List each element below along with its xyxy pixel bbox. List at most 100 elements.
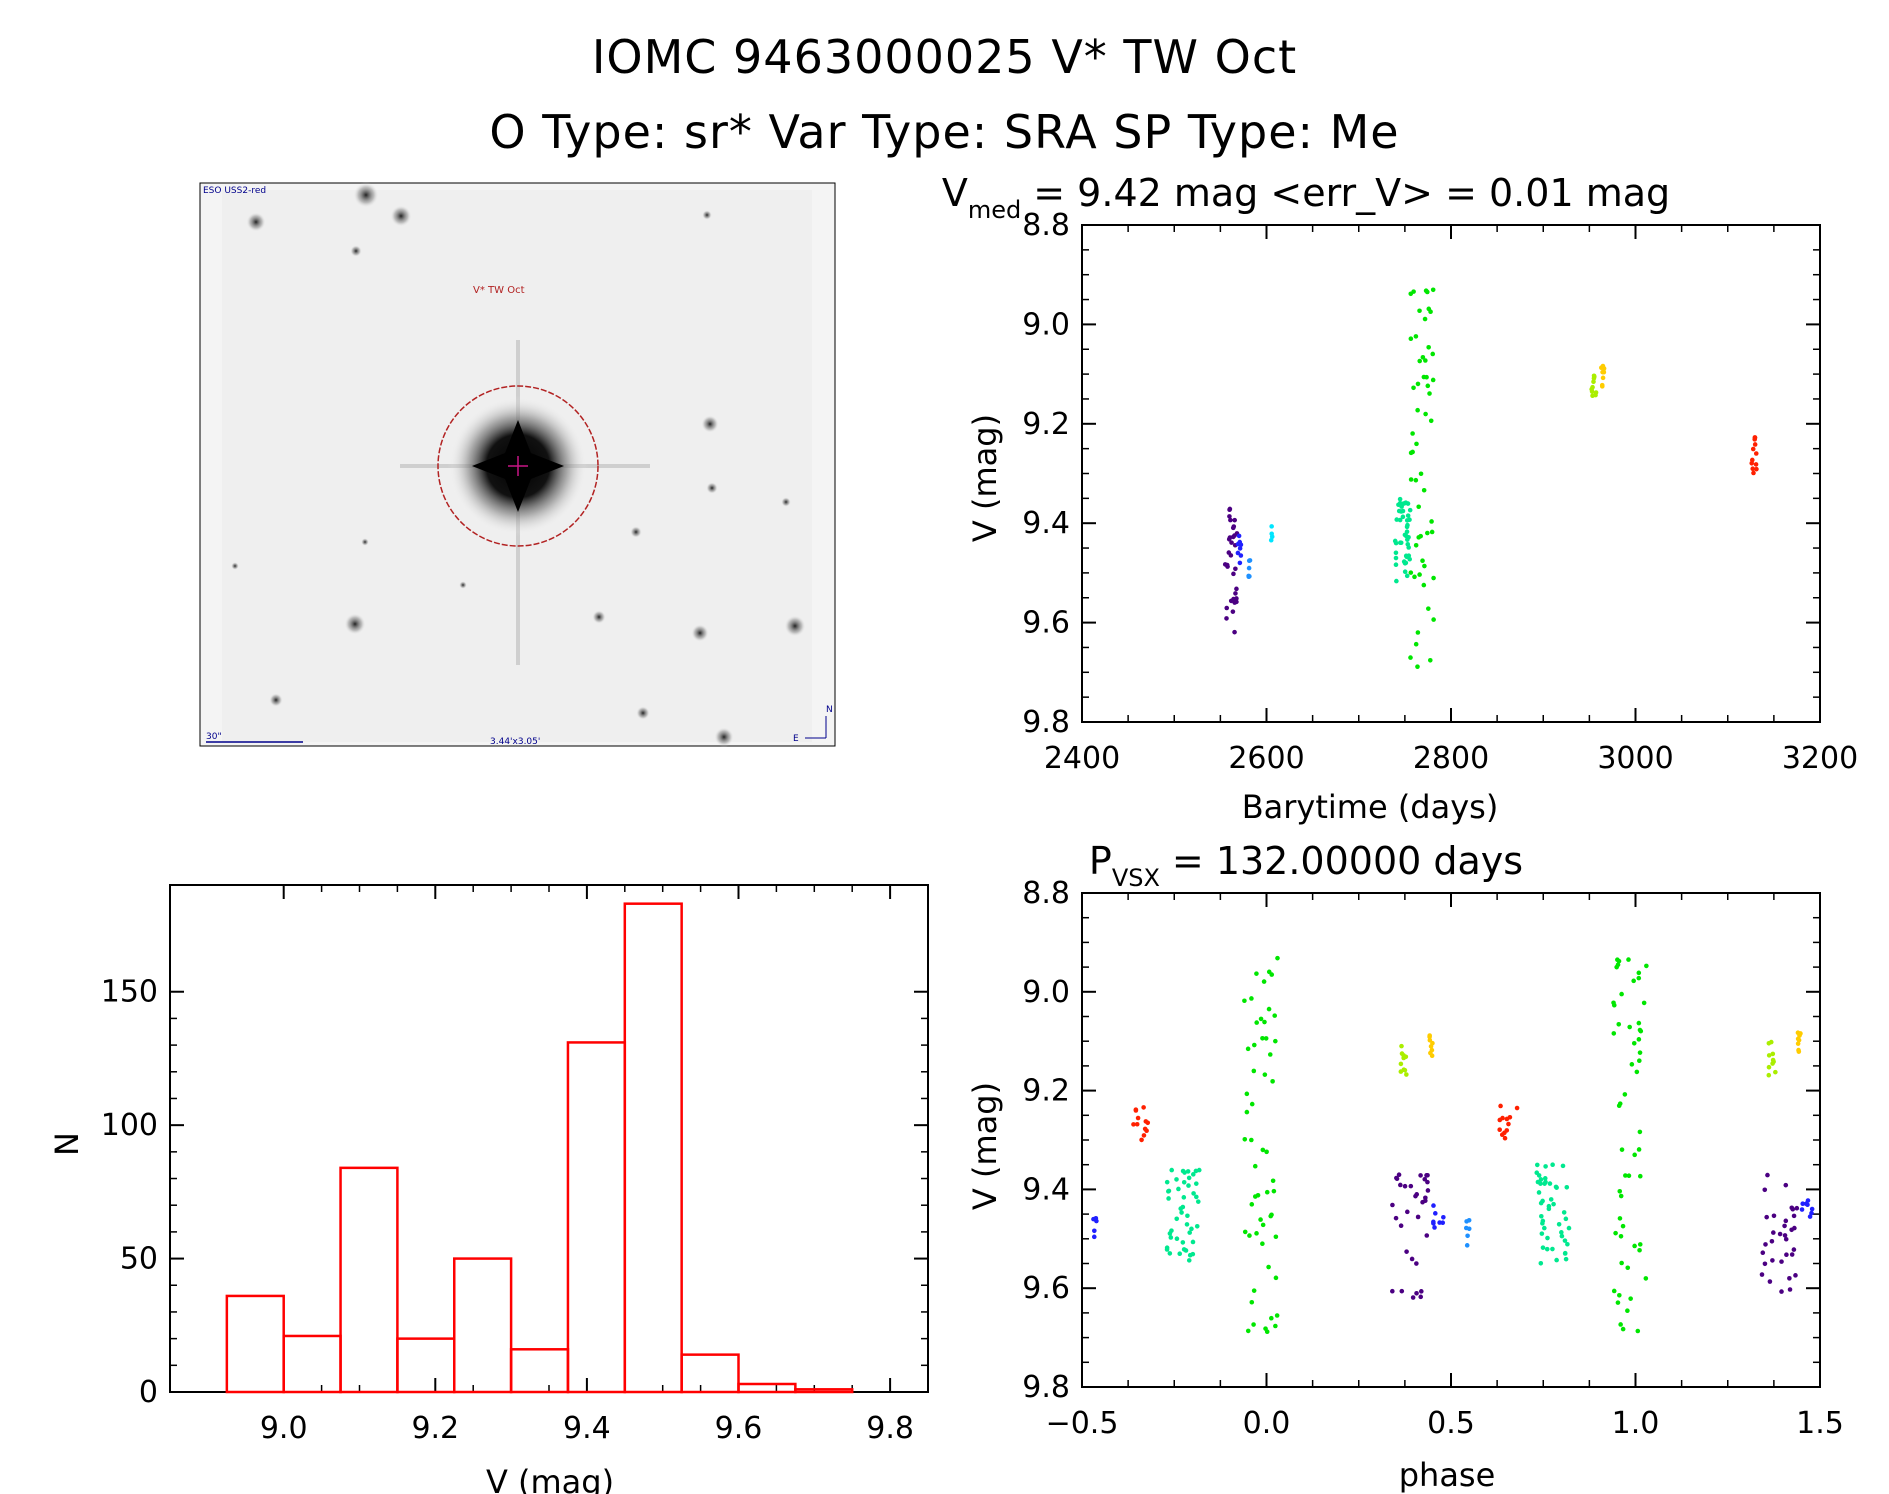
field-star xyxy=(784,615,806,637)
field-star xyxy=(269,693,283,707)
phased-point xyxy=(1543,1179,1548,1185)
lightcurve-point xyxy=(1393,555,1399,561)
phased-axes: −0.5 0.0 0.5 1.0 1.5 8.8 9.0 9.2 9.4 9.6 9.8 xyxy=(1022,876,1844,1441)
phased-point xyxy=(1176,1186,1181,1192)
phased-point xyxy=(1540,1198,1545,1204)
phased-point xyxy=(1464,1219,1469,1224)
phased-point xyxy=(1432,1225,1437,1230)
phased-point xyxy=(1258,1016,1264,1022)
lightcurve-point xyxy=(1600,375,1606,381)
lightcurve-xtick-label: 3200 xyxy=(1782,741,1858,776)
phased-point xyxy=(1634,1069,1640,1075)
phased-point xyxy=(1627,1024,1632,1030)
phased-point xyxy=(1504,1128,1510,1133)
field-star xyxy=(231,562,239,570)
figure-subtitle: O Type: sr* Var Type: SRA SP Type: Me xyxy=(489,105,1400,159)
lightcurve-point xyxy=(1233,566,1238,572)
lightcurve-point xyxy=(1417,308,1422,314)
target-circle xyxy=(437,385,599,547)
phased-point xyxy=(1636,1037,1642,1042)
phased-point xyxy=(1637,1247,1642,1253)
lightcurve-point xyxy=(1430,377,1436,383)
phased-xlabel: phase xyxy=(1399,1456,1496,1494)
phased-point xyxy=(1272,1013,1278,1018)
phased-point xyxy=(1273,1323,1278,1329)
phased-point xyxy=(1270,1079,1275,1084)
phased-point xyxy=(1260,1035,1265,1041)
lightcurve-point xyxy=(1429,519,1434,524)
phased-point xyxy=(1636,970,1642,976)
phased-point xyxy=(1618,1233,1624,1239)
lightcurve-point xyxy=(1398,540,1403,546)
phased-point xyxy=(1617,1216,1623,1221)
phased-point xyxy=(1263,1036,1269,1041)
phased-point xyxy=(1807,1214,1813,1219)
phased-xtick-label: 1.0 xyxy=(1612,1406,1660,1441)
phased-point xyxy=(1418,1173,1423,1178)
histogram-ytick-label: 100 xyxy=(101,1108,158,1143)
lightcurve-point xyxy=(1415,664,1420,669)
phased-point xyxy=(1196,1167,1202,1173)
phased-point xyxy=(1092,1228,1097,1234)
phased-point xyxy=(1427,1037,1433,1043)
phased-point xyxy=(1615,1300,1621,1305)
figure-title: IOMC 9463000025 V* TW Oct xyxy=(591,30,1298,84)
phased-point xyxy=(1181,1195,1187,1200)
lightcurve-point xyxy=(1232,600,1237,605)
phased-point xyxy=(1195,1199,1201,1204)
phased-point xyxy=(1782,1233,1788,1238)
finder-survey-label: ESO USS2-red xyxy=(203,186,266,196)
phased-frame xyxy=(1081,892,1821,1388)
histogram-panel: 9.0 9.2 9.4 9.6 9.8 0 50 100 150 V (mag) N xyxy=(48,884,929,1494)
phased-point xyxy=(1789,1205,1795,1211)
lightcurve-ytick-label: 9.4 xyxy=(1022,506,1070,541)
phased-point xyxy=(1419,1289,1424,1294)
phased-point xyxy=(1273,1275,1279,1281)
lightcurve-point xyxy=(1404,524,1410,530)
phased-point xyxy=(1251,1068,1257,1074)
lightcurve-point xyxy=(1237,560,1243,566)
phased-point xyxy=(1622,1092,1628,1097)
lightcurve-point xyxy=(1403,500,1409,505)
histogram-xtick-label: 9.0 xyxy=(260,1411,308,1446)
lightcurve-xtick-label: 2400 xyxy=(1044,741,1120,776)
lightcurve-point xyxy=(1600,363,1606,369)
phased-point xyxy=(1180,1168,1186,1174)
phased-point xyxy=(1242,998,1247,1004)
phased-point xyxy=(1174,1236,1180,1242)
phased-point xyxy=(1644,963,1649,969)
phased-point xyxy=(1166,1196,1171,1201)
phased-point xyxy=(1414,1290,1419,1296)
lightcurve-xtick-label: 2800 xyxy=(1413,741,1489,776)
phased-title-main: P xyxy=(1089,839,1112,883)
field-star xyxy=(702,210,712,220)
phased-point xyxy=(1498,1103,1503,1109)
lightcurve-point xyxy=(1405,513,1411,518)
lightcurve-point xyxy=(1238,553,1244,558)
phased-point xyxy=(1187,1252,1193,1258)
phased-point xyxy=(1245,1328,1251,1334)
lightcurve-point xyxy=(1392,538,1398,544)
lightcurve-point xyxy=(1228,598,1234,604)
phased-point xyxy=(1418,1294,1424,1300)
lightcurve-point xyxy=(1404,518,1410,523)
histogram-ytick-label: 50 xyxy=(120,1242,158,1277)
phased-point xyxy=(1190,1172,1196,1177)
phased-point xyxy=(1563,1216,1569,1222)
lightcurve-point xyxy=(1224,562,1230,568)
phased-point xyxy=(1252,1194,1258,1199)
histogram-ytick-label: 150 xyxy=(101,975,158,1010)
phased-point xyxy=(1405,1209,1410,1215)
phased-point xyxy=(1631,978,1636,984)
phased-xtick-label: −0.5 xyxy=(1046,1406,1119,1441)
phased-point xyxy=(1390,1202,1395,1208)
phased-point xyxy=(1185,1213,1190,1219)
phased-point xyxy=(1271,1188,1277,1194)
lightcurve-point xyxy=(1403,553,1409,559)
lightcurve-point xyxy=(1397,496,1403,502)
lightcurve-point xyxy=(1407,556,1412,562)
lightcurve-point xyxy=(1591,379,1596,385)
phased-point xyxy=(1613,1230,1618,1236)
phased-point xyxy=(1783,1236,1789,1242)
phased-point xyxy=(1091,1234,1097,1240)
